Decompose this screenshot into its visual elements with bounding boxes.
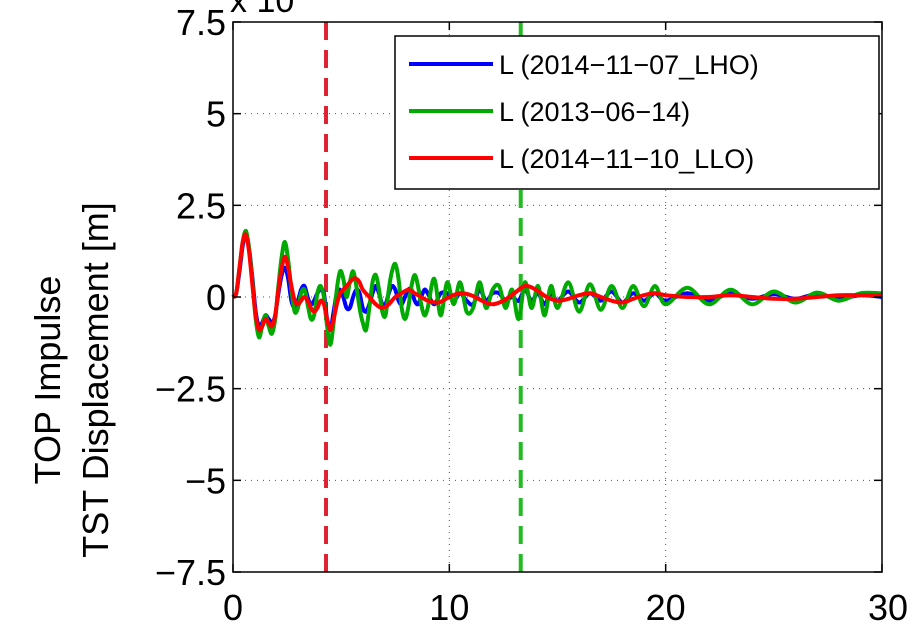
series-line-2 (231, 228, 883, 347)
y-tick-label: −7.5 (155, 552, 226, 593)
series-lines (231, 228, 883, 347)
legend-label-2: L (2013−06−14) (499, 97, 690, 127)
legend: L (2014−11−07_LHO) L (2013−06−14) L (2014−… (394, 35, 880, 190)
tick-labels: 0 10 20 30 −7.5 −5 −2.5 0 2.5 5 7.5 (155, 2, 908, 628)
y-tick-label: −5 (185, 460, 226, 501)
axes-frame (232, 21, 883, 573)
legend-label-3: L (2014−11−10_LLO) (499, 144, 754, 174)
series-line-3 (231, 232, 882, 333)
y-tick-label: 7.5 (176, 2, 226, 43)
x-tick-label: 10 (429, 587, 469, 628)
x-tick-label: 0 (223, 587, 243, 628)
y-tick-label: 5 (206, 94, 226, 135)
y-tick-label: 0 (206, 277, 226, 318)
y-axis-label-line-2: TST Displacement [m] (75, 202, 116, 557)
y-axis-label: TOP Impulse TST Displacement [m] (27, 202, 116, 557)
y-tick-label: −2.5 (155, 369, 226, 410)
y-exponent-label: x 10 (230, 0, 294, 20)
y-tick-label: 2.5 (176, 185, 226, 226)
x-tick-label: 30 (868, 587, 908, 628)
y-axis-label-line-1: TOP Impulse (27, 276, 68, 485)
legend-label-1: L (2014−11−07_LHO) (499, 50, 759, 80)
x-tick-label: 20 (646, 587, 686, 628)
